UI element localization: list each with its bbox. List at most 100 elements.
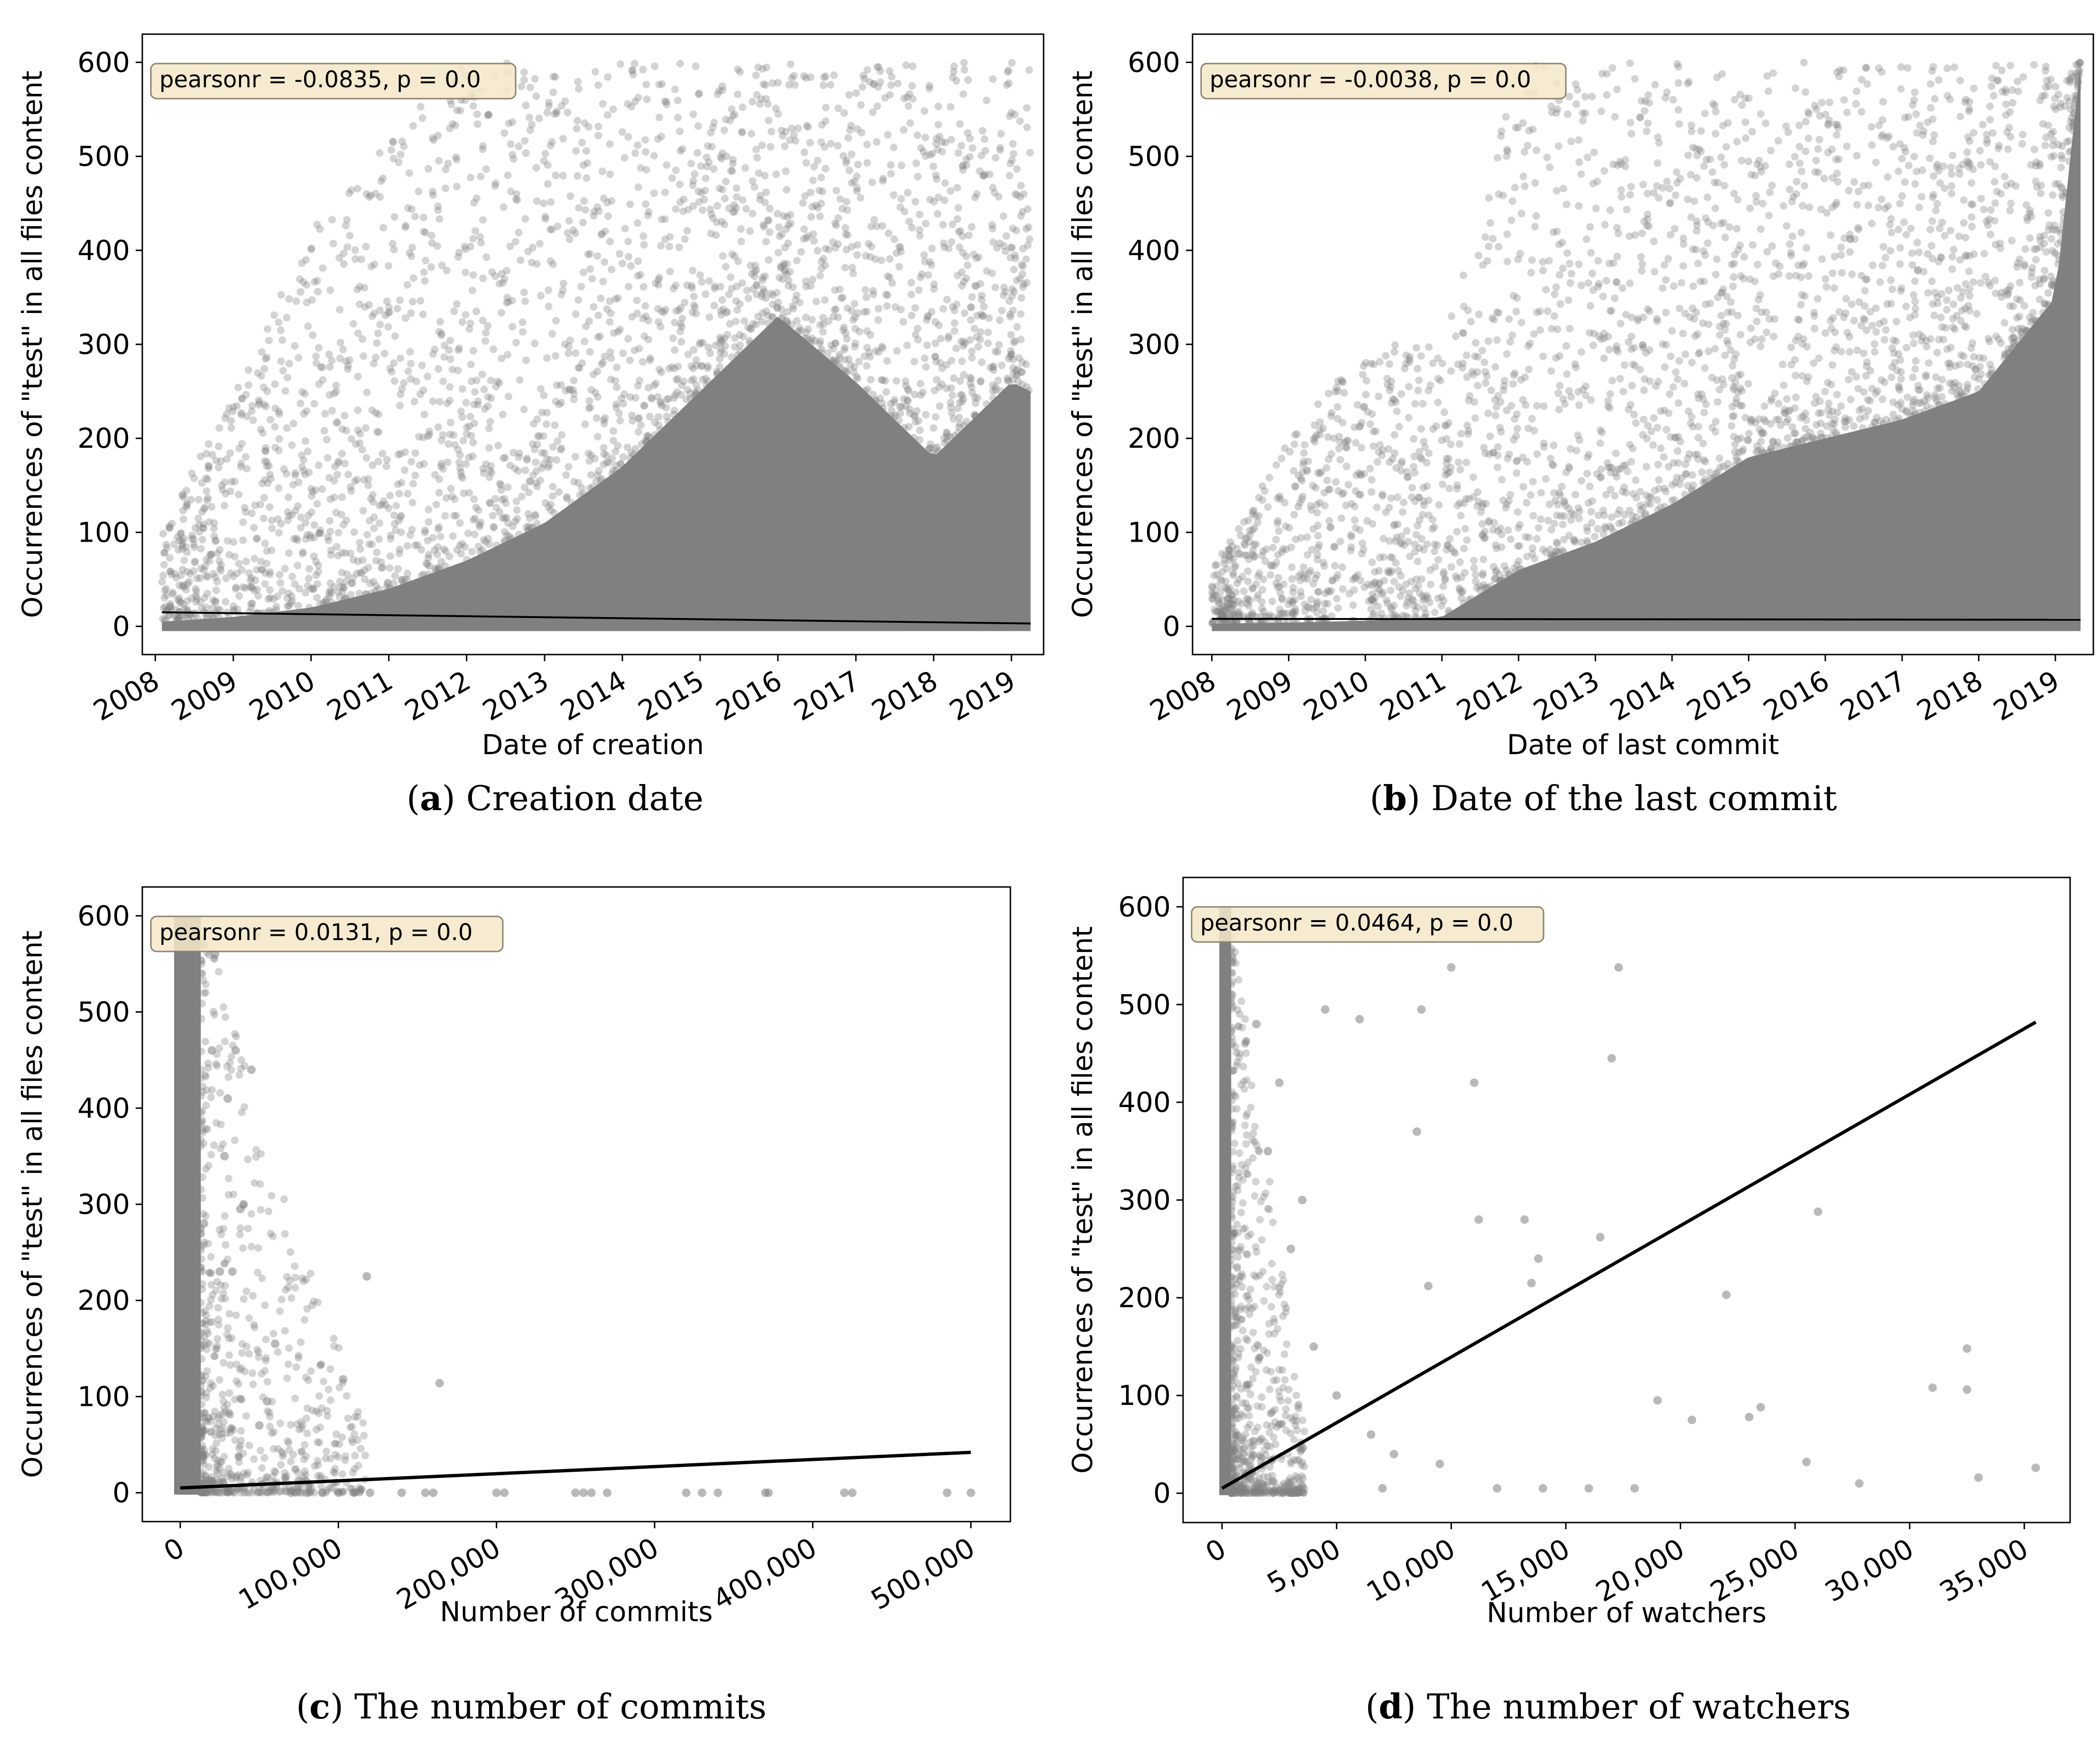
scatter-point [1747,418,1755,426]
scatter-point [266,415,274,424]
scatter-point [1415,516,1424,524]
scatter-point [285,589,293,597]
scatter-point [1335,433,1343,441]
scatter-point [1810,359,1818,367]
scatter-point [531,511,539,519]
scatter-point [600,461,608,469]
scatter-point [867,253,874,261]
scatter-point [1740,253,1748,261]
scatter-point [968,223,976,231]
scatter-point [732,204,740,212]
scatter-point [890,398,898,406]
scatter-point [883,357,891,365]
scatter-point [425,506,433,514]
scatter-point [368,589,376,597]
scatter-point [1560,497,1568,505]
scatter-point [931,444,939,452]
scatter-point [326,286,334,294]
scatter-point [1392,398,1400,406]
scatter-point [2032,177,2040,185]
scatter-point [1586,302,1594,310]
scatter-point [1965,107,1973,115]
scatter-point [401,314,409,322]
scatter-point [1335,444,1343,452]
scatter-point [274,592,282,600]
scatter-point [996,316,1004,324]
scatter-point [752,280,760,288]
scatter-point [1362,377,1370,385]
scatter-point [504,171,512,179]
scatter-point [2016,278,2024,286]
scatter-point [1928,405,1936,413]
scatter-point [1414,493,1422,501]
scatter-point [362,590,370,598]
scatter-point [1764,448,1772,456]
scatter-point [1525,534,1533,542]
scatter-point [530,445,538,453]
scatter-point [2072,69,2080,77]
scatter-point [1558,546,1566,554]
scatter-point [1221,556,1229,564]
scatter-point [705,277,713,285]
scatter-point [292,535,300,543]
scatter-point [1682,470,1690,478]
scatter-point [515,229,523,237]
scatter-point [1741,118,1749,126]
scatter-point [1610,528,1618,536]
scatter-point [980,303,988,311]
scatter-point [932,413,940,421]
scatter-point [1481,534,1489,542]
scatter-point [1671,225,1679,233]
scatter-point [792,296,799,304]
scatter-point [1336,456,1344,464]
scatter-point [1387,586,1395,594]
scatter-point [1379,535,1388,543]
scatter-point [337,582,345,591]
scatter-point [574,78,582,86]
scatter-point [1460,303,1468,311]
scatter-point [1937,314,1945,322]
scatter-point [1816,397,1824,405]
scatter-point [1760,449,1768,457]
scatter-point [435,215,444,223]
scatter-point [1702,156,1711,164]
scatter-point [672,281,680,289]
scatter-point [199,524,207,532]
scatter-point [1729,282,1737,290]
scatter-point [1816,112,1824,120]
scatter-point [1621,461,1629,469]
scatter-point [768,128,776,136]
scatter-point [832,305,840,313]
scatter-point [794,327,802,335]
scatter-point [1818,99,1826,107]
scatter-point [1659,340,1667,348]
scatter-point [759,309,767,317]
scatter-point [333,419,341,427]
scatter-point [1924,118,1932,126]
scatter-point [1565,505,1573,513]
scatter-point [1606,307,1614,315]
scatter-point [403,542,411,550]
scatter-point [1909,373,1917,381]
scatter-point [1758,430,1766,438]
scatter-point [1845,186,1853,194]
scatter-point [1787,442,1795,450]
scatter-point [295,585,303,593]
scatter-point [197,564,205,572]
scatter-point [1382,508,1390,516]
scatter-point [1461,525,1469,533]
scatter-point [1752,198,1760,206]
scatter-point [1824,379,1832,387]
scatter-point [1319,424,1327,432]
scatter-point [1457,512,1465,519]
scatter-point [176,599,185,607]
scatter-point [764,100,772,108]
scatter-point [930,285,938,293]
scatter-point [342,577,351,585]
scatter-point [914,173,922,181]
x-tick-label: 2012 [399,665,476,728]
scatter-point [1694,390,1702,398]
scatter-point [868,178,876,186]
scatter-point [1659,184,1667,192]
scatter-point [639,232,648,240]
